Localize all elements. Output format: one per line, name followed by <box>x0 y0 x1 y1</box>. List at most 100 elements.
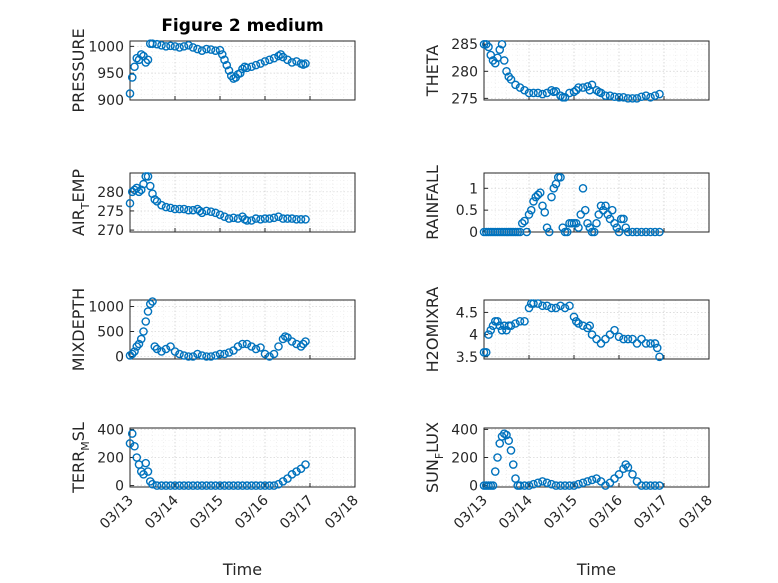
data-point <box>506 446 516 455</box>
data-point <box>145 181 155 191</box>
data-point <box>141 58 151 67</box>
data-point <box>265 55 274 65</box>
data-point <box>551 87 561 96</box>
data-point <box>551 481 561 490</box>
data-point <box>206 481 216 490</box>
data-point <box>134 339 144 349</box>
axes-box <box>483 172 710 233</box>
data-point <box>587 475 597 485</box>
data-point <box>220 212 229 221</box>
data-point <box>260 481 270 490</box>
data-point <box>251 481 261 490</box>
data-point <box>571 218 581 228</box>
data-point <box>202 352 211 361</box>
data-point <box>256 481 265 490</box>
data-point <box>607 205 617 215</box>
x-tick-label: 03/18 <box>322 493 362 533</box>
data-point <box>188 481 198 490</box>
data-point <box>652 343 662 353</box>
data-point <box>193 481 202 490</box>
data-point <box>215 45 225 55</box>
y-axis-label: SUNFLUX <box>423 422 446 493</box>
data-point <box>641 339 651 348</box>
y-tick-label: 285 <box>451 37 478 53</box>
y-tick-label: 1000 <box>88 300 124 316</box>
data-point <box>256 59 265 68</box>
y-tick-label: 4.5 <box>456 305 478 321</box>
data-point <box>569 312 579 322</box>
data-point <box>132 342 142 351</box>
data-point <box>585 321 595 331</box>
data-point <box>610 325 619 335</box>
data-point <box>533 299 543 308</box>
data-point <box>619 334 628 344</box>
data-point <box>650 481 660 490</box>
data-point <box>524 210 534 219</box>
data-point <box>538 301 547 311</box>
y-axis-label-main: TERR <box>69 451 88 494</box>
data-point <box>292 215 301 224</box>
data-point <box>596 201 606 211</box>
data-point <box>547 303 556 313</box>
data-point <box>497 39 507 49</box>
y-axis-label: AIRTEMP <box>69 169 92 236</box>
data-point <box>592 334 601 344</box>
data-point <box>596 339 606 348</box>
data-point <box>650 91 660 100</box>
x-tick-label: 03/14 <box>496 492 536 532</box>
data-point <box>529 197 538 206</box>
y-tick-label: 3.5 <box>456 350 478 366</box>
data-point <box>269 53 279 63</box>
data-point <box>238 481 247 490</box>
data-point <box>188 352 198 361</box>
data-point <box>215 210 225 220</box>
y-axis-label-rest: LUX <box>423 422 442 453</box>
data-point <box>256 215 265 224</box>
y-tick-label: 0 <box>115 350 124 366</box>
data-point <box>542 301 552 311</box>
data-point <box>152 481 162 490</box>
data-point <box>589 227 599 237</box>
data-point <box>515 316 525 326</box>
data-point <box>148 39 157 48</box>
data-point <box>601 481 610 490</box>
data-point <box>614 470 624 479</box>
data-point <box>574 83 583 92</box>
data-point <box>614 227 624 237</box>
data-point <box>179 204 189 214</box>
x-axis-label: Time <box>576 560 616 579</box>
data-point <box>520 316 529 326</box>
data-point <box>497 325 507 335</box>
data-point <box>560 303 570 313</box>
data-point <box>188 43 198 52</box>
data-point <box>637 227 646 237</box>
y-axis-label-rest: EMP <box>69 169 88 203</box>
data-point <box>488 481 498 490</box>
data-point <box>614 332 624 342</box>
data-point <box>287 58 297 67</box>
y-tick-label: 500 <box>97 325 124 341</box>
x-tick-label: 03/18 <box>676 493 716 533</box>
data-point <box>292 57 301 66</box>
data-point <box>143 55 153 65</box>
data-point <box>605 330 615 339</box>
plot-area <box>130 300 355 359</box>
data-point <box>495 321 505 331</box>
y-tick-label: 400 <box>97 422 124 438</box>
data-point <box>206 45 216 54</box>
data-point <box>141 317 151 326</box>
data-point <box>547 479 556 489</box>
y-tick-label: 280 <box>451 64 478 80</box>
data-point <box>175 43 184 52</box>
y-tick-label: 0 <box>469 479 478 495</box>
data-point <box>637 481 646 490</box>
data-point <box>493 453 502 462</box>
data-point <box>224 66 234 75</box>
data-point <box>127 429 137 438</box>
data-point <box>247 216 256 225</box>
data-point <box>287 214 297 223</box>
data-point <box>650 339 660 348</box>
data-point <box>298 339 308 349</box>
data-point <box>646 339 655 348</box>
